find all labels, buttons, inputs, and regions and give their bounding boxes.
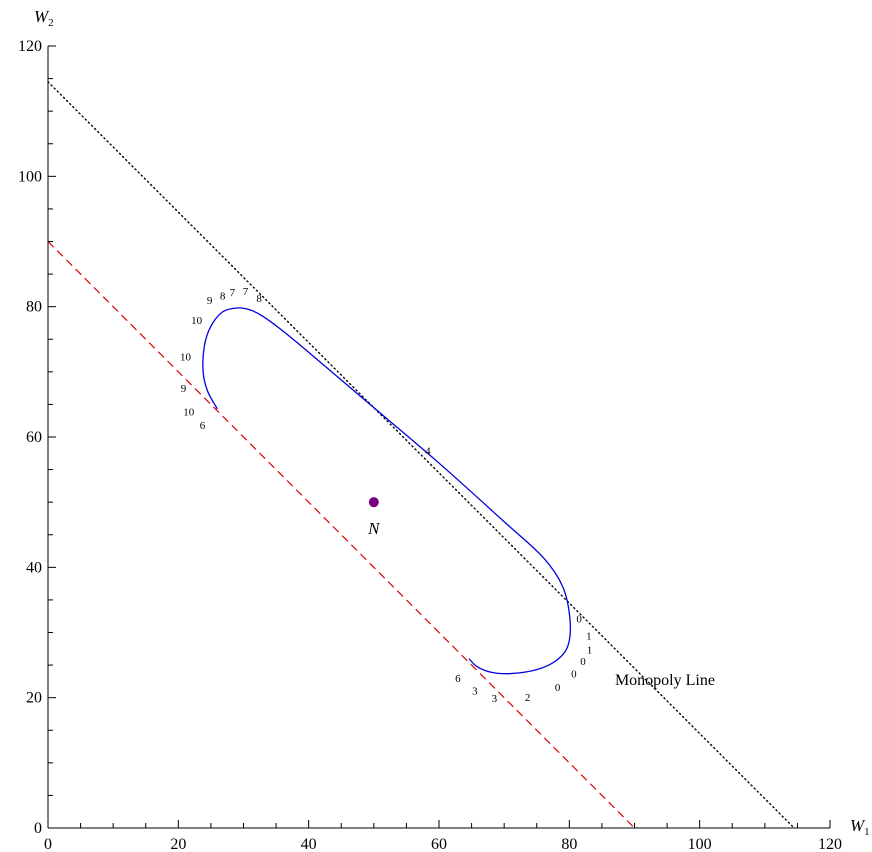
point-layer: N	[367, 497, 381, 538]
data-label: 8	[220, 290, 226, 302]
data-label: 0	[576, 614, 582, 626]
data-label: 3	[492, 693, 498, 705]
y-tick-label: 100	[18, 168, 42, 185]
data-label: 0	[555, 682, 561, 694]
data-label: 9	[207, 295, 213, 307]
x-axis-label: W1	[850, 816, 870, 838]
monopoly-line	[47, 81, 795, 829]
y-tick-label: 0	[34, 820, 42, 837]
dashed-line	[47, 241, 635, 829]
data-label: 10	[191, 315, 203, 327]
curve-line	[202, 307, 572, 675]
data-label: 6	[200, 420, 206, 432]
data-label: 6	[455, 673, 461, 685]
x-tick-label: 120	[818, 836, 842, 852]
x-tick-label: 40	[301, 836, 317, 852]
data-label: 9	[181, 383, 187, 395]
x-tick-label: 60	[431, 836, 447, 852]
monopoly-line-label: Monopoly Line	[615, 672, 715, 689]
x-tick-label: 100	[688, 836, 712, 852]
data-label: 10	[183, 406, 195, 418]
data-label: 10	[180, 352, 192, 364]
data-label: 8	[256, 293, 262, 305]
x-tick-label: 20	[170, 836, 186, 852]
data-label: 7	[243, 286, 249, 298]
x-tick-label: 0	[44, 836, 52, 852]
data-label: 0	[580, 656, 586, 668]
data-label: 7	[230, 287, 236, 299]
y-tick-label: 120	[18, 38, 42, 55]
data-label: 0	[571, 668, 577, 680]
data-label: 3	[472, 685, 478, 697]
series-layer	[47, 81, 795, 829]
y-tick-label: 80	[26, 299, 42, 316]
data-label: 4	[425, 446, 431, 458]
data-label: 1	[587, 644, 593, 656]
y-tick-label: 20	[26, 690, 42, 707]
y-tick-label: 40	[26, 559, 42, 576]
data-label: 2	[525, 692, 531, 704]
y-tick-label: 60	[26, 429, 42, 446]
y-axis-label: W2	[34, 7, 54, 29]
x-tick-label: 80	[561, 836, 577, 852]
data-label: 1	[586, 631, 592, 643]
point-n-marker	[368, 497, 379, 508]
point-n-label: N	[367, 519, 381, 538]
